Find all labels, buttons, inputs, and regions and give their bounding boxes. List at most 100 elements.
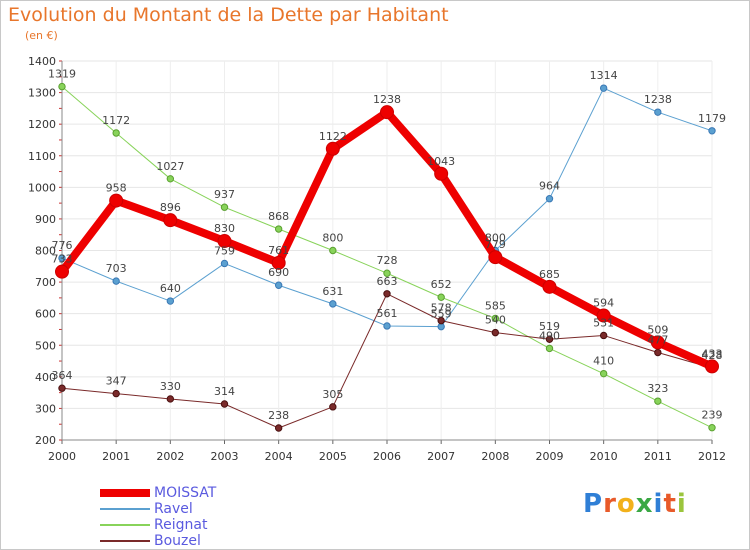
data-label-reignat: 410 [593,355,614,368]
data-label-reignat: 800 [322,232,343,245]
data-point-moissat [271,255,286,270]
data-point-ravel [599,84,608,92]
data-point-ravel [112,277,120,285]
logo-letter: i [676,489,687,519]
x-tick-label: 2006 [373,450,401,463]
data-point-bouzel [112,389,120,398]
data-label-bouzel: 305 [322,388,343,401]
data-point-reignat [329,246,337,255]
data-point-bouzel [654,348,662,357]
y-tick-label: 600 [35,308,56,321]
x-tick-label: 2008 [481,450,509,463]
data-label-ravel: 776 [52,239,73,252]
data-point-moissat [434,166,449,181]
data-label-moissat: 779 [485,238,506,251]
x-tick-label: 2002 [156,450,184,463]
data-point-reignat [491,314,500,323]
data-label-moissat: 1043 [427,155,455,168]
data-label-reignat: 937 [214,188,235,201]
legend-label: Bouzel [154,533,201,549]
data-label-moissat: 958 [106,182,127,195]
x-tick-label: 2001 [102,450,130,463]
x-tick-label: 2003 [211,450,239,463]
chart-unit: (en €) [25,29,58,42]
logo-letter: o [616,489,636,519]
data-point-moissat [596,308,611,323]
data-label-moissat: 1238 [373,93,401,106]
data-point-moissat [163,213,178,228]
proxiti-logo: Proxiti [583,489,687,519]
legend-item-bouzel: Bouzel [100,533,201,549]
legend-item-reignat: Reignat [100,517,207,533]
y-tick-label: 1300 [28,87,56,100]
grid [61,60,713,441]
data-label-layer: 776 703 640 759 690 631 561 559 800 964 1314 1238 11… [48,68,726,422]
y-tick-label: 300 [35,402,56,415]
data-point-ravel [383,322,391,330]
data-label-ravel: 1179 [698,112,726,125]
data-point-reignat [274,225,283,233]
legend-swatch [100,540,150,542]
series-reignat [58,82,716,432]
data-point-bouzel [437,316,445,325]
data-point-reignat [58,82,66,91]
data-label-ravel: 640 [160,282,181,295]
data-label-reignat: 728 [377,254,398,267]
data-label-moissat: 1122 [319,130,347,143]
legend-swatch [100,508,150,510]
data-point-ravel [545,195,554,203]
data-label-reignat: 868 [268,210,289,223]
logo-letter: i [653,489,664,519]
data-label-bouzel: 238 [268,409,289,422]
data-label-moissat: 509 [647,323,668,336]
legend-swatch [100,524,150,526]
data-point-moissat [109,193,124,208]
data-label-moissat: 594 [593,297,614,310]
data-point-bouzel [383,290,391,298]
data-label-reignat: 1027 [156,160,184,173]
data-label-reignat: 239 [702,409,723,422]
data-label-bouzel: 428 [702,349,723,362]
data-point-reignat [708,423,716,432]
data-label-bouzel: 663 [377,275,398,288]
y-tick-label: 900 [35,213,56,226]
data-label-moissat: 761 [268,244,289,257]
data-point-bouzel [166,395,175,403]
data-point-reignat [112,129,120,137]
y-tick-label: 1100 [28,150,56,163]
y-tick-label: 800 [35,245,56,258]
series-bouzel [58,290,716,432]
logo-letter: r [603,489,617,519]
data-point-bouzel [491,328,500,337]
data-point-ravel [329,300,337,308]
data-point-moissat [325,141,340,156]
data-point-reignat [383,269,391,277]
x-tick-label: 2000 [48,450,76,463]
data-point-moissat [488,250,503,265]
x-tick-label: 2011 [644,450,672,463]
data-label-bouzel: 364 [52,369,73,382]
legend-label: Reignat [154,517,208,533]
y-tick-label: 1400 [28,55,56,68]
data-label-ravel: 1314 [590,69,618,82]
data-label-bouzel: 540 [485,314,506,327]
data-label-reignat: 323 [647,382,668,395]
data-label-ravel: 1238 [644,93,672,106]
legend-item-ravel: Ravel [100,501,193,517]
y-tick-label: 700 [35,276,56,289]
data-label-moissat: 896 [160,201,181,214]
legend-swatch [100,489,150,497]
data-label-reignat: 585 [485,299,506,312]
data-label-ravel: 703 [106,262,127,275]
data-point-bouzel [545,335,554,343]
legend-label: Ravel [154,501,193,517]
data-point-bouzel [220,400,229,408]
data-label-ravel: 690 [268,266,289,279]
data-point-moissat [217,234,232,249]
data-label-moissat: 830 [214,222,235,235]
data-label-reignat: 1172 [102,114,130,127]
data-point-reignat [166,175,175,183]
data-point-bouzel [329,403,337,411]
legend-label: MOISSAT [154,485,217,501]
